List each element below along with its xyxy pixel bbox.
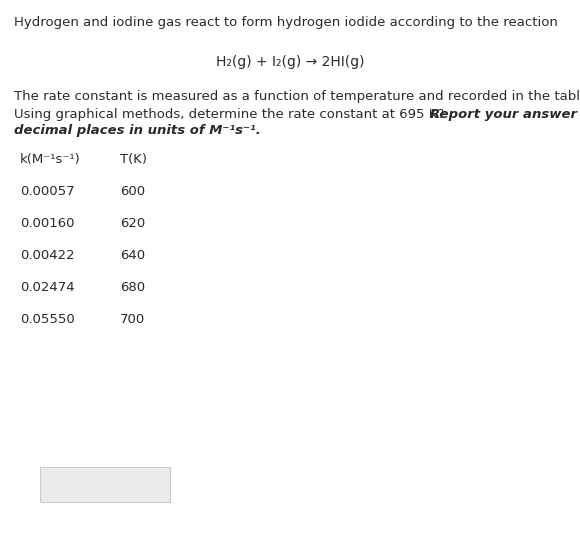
Text: 0.00160: 0.00160	[20, 217, 74, 230]
Text: 0.00422: 0.00422	[20, 249, 75, 262]
Text: 700: 700	[120, 313, 145, 326]
Text: 0.02474: 0.02474	[20, 281, 75, 294]
Text: decimal places in units of M⁻¹s⁻¹.: decimal places in units of M⁻¹s⁻¹.	[14, 124, 261, 137]
Text: k(M⁻¹s⁻¹): k(M⁻¹s⁻¹)	[20, 153, 81, 166]
Text: Using graphical methods, determine the rate constant at 695 K?: Using graphical methods, determine the r…	[14, 108, 453, 121]
Text: 600: 600	[120, 185, 145, 198]
Text: T(K): T(K)	[120, 153, 147, 166]
Text: 620: 620	[120, 217, 145, 230]
Text: 640: 640	[120, 249, 145, 262]
Text: The rate constant is measured as a function of temperature and recorded in the t: The rate constant is measured as a funct…	[14, 90, 580, 103]
FancyBboxPatch shape	[40, 467, 170, 502]
Text: 0.05550: 0.05550	[20, 313, 75, 326]
Text: 0.00057: 0.00057	[20, 185, 75, 198]
Text: Report your answer to 4: Report your answer to 4	[430, 108, 580, 121]
Text: H₂(g) + I₂(g) → 2HI(g): H₂(g) + I₂(g) → 2HI(g)	[216, 55, 364, 69]
Text: Hydrogen and iodine gas react to form hydrogen iodide according to the reaction: Hydrogen and iodine gas react to form hy…	[14, 16, 558, 29]
Text: 680: 680	[120, 281, 145, 294]
